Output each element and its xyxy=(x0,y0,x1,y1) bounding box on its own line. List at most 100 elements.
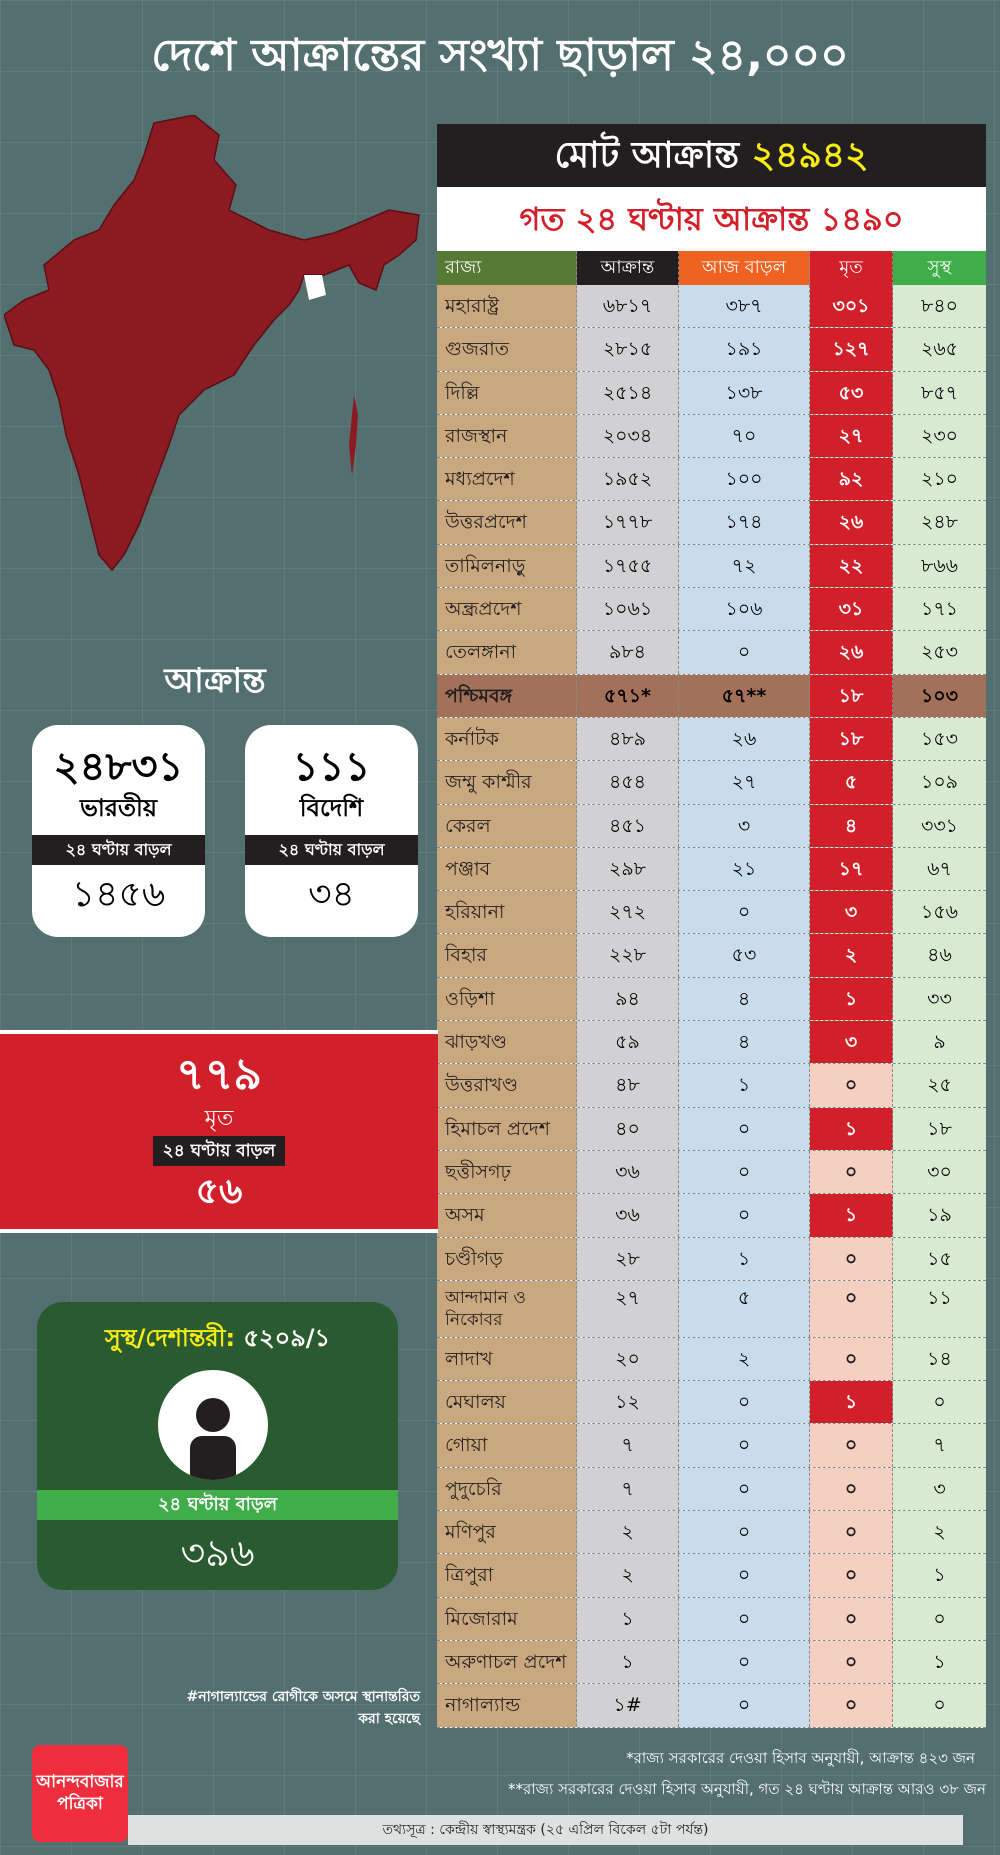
state-table: মোট আক্রান্ত ২৪৯৪২ গত ২৪ ঘণ্টায় আক্রান্… xyxy=(437,124,986,1728)
table-row: হরিয়ানা ২৭২ ০ ৩ ১৫৬ xyxy=(437,891,986,935)
table-row: অন্ধ্রপ্রদেশ ১০৬১ ১০৬ ৩১ ১৭১ xyxy=(437,588,986,632)
indian-band: ২৪ ঘণ্টায় বাড়ল xyxy=(32,835,205,865)
today-cell: ৩৮৭ xyxy=(679,285,810,328)
today-cell: ২৬ xyxy=(679,717,810,761)
footnote-1: *রাজ্য সরকারের দেওয়া হিসাব অনুযায়ী, আক… xyxy=(626,1749,975,1767)
infected-cell: ৯৪ xyxy=(577,977,679,1021)
today-cell: ০ xyxy=(679,1194,810,1237)
today-cell: ০ xyxy=(679,1640,810,1684)
today-cell: ০ xyxy=(679,1554,810,1597)
indian-increase: ১৪৫৬ xyxy=(71,874,166,915)
state-name: অসম xyxy=(437,1194,577,1237)
andaman-islands xyxy=(349,395,358,475)
recovered-cell: ০ xyxy=(893,1597,986,1640)
nagaland-note: #নাগাল্যান্ডের রোগীকে অসমে স্থানান্তরিত … xyxy=(186,1689,420,1727)
deaths-cell: ৯২ xyxy=(810,458,893,501)
infected-cell: ২০ xyxy=(577,1337,679,1381)
deaths-cell: ১ xyxy=(810,1107,893,1150)
deaths-cell: ২৬ xyxy=(810,631,893,674)
infected-cell: ৫৭১* xyxy=(577,674,679,717)
infected-cell: ১৭৭৮ xyxy=(577,501,679,544)
deaths-cell: ০ xyxy=(810,1511,893,1554)
recovered-cell: ৮৬৬ xyxy=(893,544,986,588)
recovered-value: ৫২০৯/১ xyxy=(243,1324,331,1352)
table-row: পুদুচেরি ৭ ০ ০ ৩ xyxy=(437,1467,986,1512)
deaths-cell: ২৭ xyxy=(810,414,893,458)
state-name: ছত্তীসগঢ় xyxy=(437,1150,577,1194)
indian-value: ২৪৮৩১ xyxy=(53,744,184,790)
table-row: মিজোরাম ১ ০ ০ ০ xyxy=(437,1597,986,1641)
table-row: মহারাষ্ট্র ৬৮১৭ ৩৮৭ ৩০১ ৮৪০ xyxy=(437,285,986,329)
recovered-cell: ৩ xyxy=(893,1467,986,1511)
state-name: পশ্চিমবঙ্গ xyxy=(437,674,577,717)
today-cell: ২ xyxy=(679,1337,810,1381)
state-name: কর্নাটক xyxy=(437,717,577,761)
table-row: পশ্চিমবঙ্গ ৫৭১* ৫৭** ১৮ ১০৩ xyxy=(437,674,986,718)
infected-cell: ১৭৫৫ xyxy=(577,544,679,588)
deaths-cell: ৩ xyxy=(810,1021,893,1064)
recovered-cell: ২৪৮ xyxy=(893,501,986,544)
deaths-cell: ০ xyxy=(810,1237,893,1280)
deaths-cell: ১৮ xyxy=(810,717,893,761)
header-today: আজ বাড়ল xyxy=(679,251,810,285)
recovered-cell: ৮৫৭ xyxy=(893,371,986,414)
today-cell: ১৩৮ xyxy=(679,371,810,414)
table-row: কর্নাটক ৪৮৯ ২৬ ১৮ ১৫৩ xyxy=(437,717,986,762)
infected-cell: ৫৯ xyxy=(577,1021,679,1064)
infected-cell: ১ xyxy=(577,1597,679,1640)
today-cell: ৭০ xyxy=(679,414,810,458)
table-row: পঞ্জাব ২৯৮ ২১ ১৭ ৬৭ xyxy=(437,847,986,892)
recovered-label: সুস্থ/দেশান্তরী: xyxy=(104,1324,236,1352)
indian-card: ২৪৮৩১ ভারতীয় ২৪ ঘণ্টায় বাড়ল ১৪৫৬ xyxy=(32,725,205,937)
deaths-cell: ৪ xyxy=(810,804,893,847)
recovered-cell: ২১০ xyxy=(893,458,986,501)
india-map xyxy=(4,115,420,572)
infected-cell: ২৫১৪ xyxy=(577,371,679,414)
state-name: তেলঙ্গানা xyxy=(437,631,577,674)
state-name: বিহার xyxy=(437,934,577,977)
deaths-cell: ১ xyxy=(810,1194,893,1237)
table-row: মধ্যপ্রদেশ ১৯৫২ ১০০ ৯২ ২১০ xyxy=(437,458,986,502)
state-name: মধ্যপ্রদেশ xyxy=(437,458,577,501)
recovered-cell: ১৫৩ xyxy=(893,717,986,761)
recovered-cell: ২৫৩ xyxy=(893,631,986,674)
footnote-2: **রাজ্য সরকারের দেওয়া হিসাব অনুযায়ী, গ… xyxy=(508,1780,986,1798)
infected-cell: ১# xyxy=(577,1684,679,1727)
header-recovered: সুস্থ xyxy=(893,251,986,285)
deaths-cell: ৩০১ xyxy=(810,285,893,328)
infected-cell: ৪০ xyxy=(577,1107,679,1150)
table-header: রাজ্য আক্রান্ত আজ বাড়ল মৃত সুস্থ xyxy=(437,251,986,285)
deaths-panel: ৭৭৯ মৃত ২৪ ঘণ্টায় বাড়ল ৫৬ xyxy=(0,1030,438,1233)
state-name: অরুণাচল প্রদেশ xyxy=(437,1640,577,1684)
recovered-cell: ১১ xyxy=(893,1280,986,1337)
table-row: কেরল ৪৫১ ৩ ৪ ৩৩১ xyxy=(437,804,986,848)
today-cell: ০ xyxy=(679,1684,810,1727)
table-row: দিল্লি ২৫১৪ ১৩৮ ৫৩ ৮৫৭ xyxy=(437,371,986,415)
infected-cell: ১৯৫২ xyxy=(577,458,679,501)
infected-cell: ৪৮ xyxy=(577,1064,679,1107)
last24-banner: গত ২৪ ঘণ্টায় আক্রান্ত ১৪৯০ xyxy=(437,187,986,251)
today-cell: ৩ xyxy=(679,804,810,847)
table-row: ত্রিপুরা ২ ০ ০ ১ xyxy=(437,1554,986,1598)
state-name: অন্ধ্রপ্রদেশ xyxy=(437,588,577,631)
state-name: পুদুচেরি xyxy=(437,1467,577,1511)
deaths-increase: ৫৬ xyxy=(195,1171,243,1212)
recovered-cell: ১৪ xyxy=(893,1337,986,1381)
today-cell: ০ xyxy=(679,1597,810,1640)
deaths-cell: ২৬ xyxy=(810,501,893,544)
state-name: পঞ্জাব xyxy=(437,847,577,891)
header-deaths: মৃত xyxy=(810,251,893,285)
total-label: মোট আক্রান্ত xyxy=(554,135,740,176)
infected-cell: ১২ xyxy=(577,1381,679,1424)
infected-cell: ৪৫৪ xyxy=(577,761,679,804)
deaths-cell: ৩১ xyxy=(810,588,893,631)
recovered-cell: ২৬৫ xyxy=(893,328,986,371)
table-row: ছত্তীসগঢ় ৩৬ ০ ০ ৩০ xyxy=(437,1150,986,1195)
state-name: চণ্ডীগড় xyxy=(437,1237,577,1280)
recovered-increase: ৩৯৬ xyxy=(180,1531,255,1575)
today-cell: ৫৭** xyxy=(679,674,810,717)
deaths-cell: ২২ xyxy=(810,544,893,588)
recovered-band: ২৪ ঘণ্টায় বাড়ল xyxy=(37,1490,398,1520)
table-row: নাগাল্যান্ড ১# ০ ০ ০ xyxy=(437,1684,986,1728)
today-cell: ০ xyxy=(679,1467,810,1511)
